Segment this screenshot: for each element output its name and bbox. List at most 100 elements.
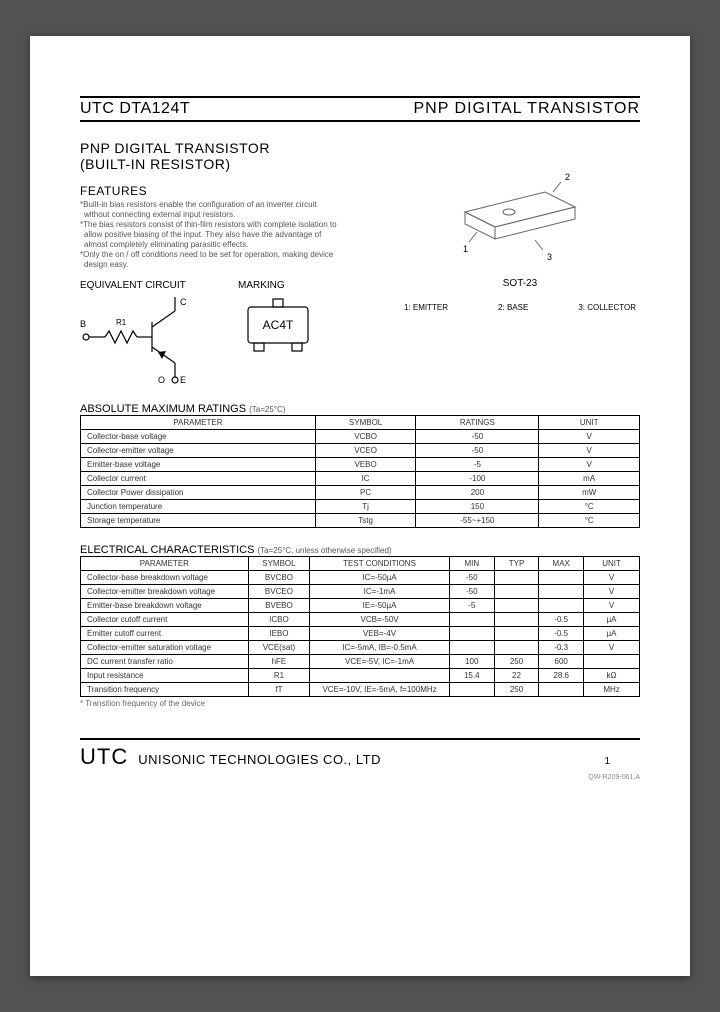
amr-cell: VCBO	[315, 430, 416, 444]
amr-cell: mW	[539, 486, 640, 500]
elec-header-cell: MAX	[539, 557, 584, 571]
table-row: Emitter-base voltageVEBO-5V	[81, 458, 640, 472]
device-type: PNP DIGITAL TRANSISTOR	[414, 100, 641, 118]
elec-cell: R1	[248, 669, 309, 683]
elec-cell	[539, 571, 584, 585]
amr-cell: Collector Power dissipation	[81, 486, 316, 500]
elec-heading: ELECTRICAL CHARACTERISTICS	[80, 544, 254, 556]
amr-cell: mA	[539, 472, 640, 486]
elec-cell: VCE(sat)	[248, 641, 309, 655]
elec-cell: Collector-emitter saturation voltage	[81, 641, 249, 655]
elec-cell: -0.5	[539, 627, 584, 641]
amr-cell: -50	[416, 444, 539, 458]
elec-cell	[539, 599, 584, 613]
table-row: Collector-base breakdown voltageBVCBOIC=…	[81, 571, 640, 585]
amr-cell: -55~+150	[416, 514, 539, 528]
amr-cell: °C	[539, 514, 640, 528]
elec-cell	[494, 599, 539, 613]
amr-cell: 200	[416, 486, 539, 500]
equivalent-circuit-block: EQUIVALENT CIRCUIT	[80, 280, 210, 387]
elec-cell	[449, 683, 494, 697]
elec-cell: Collector cutoff current	[81, 613, 249, 627]
elec-cell: -0.3	[539, 641, 584, 655]
elec-cell: Collector-emitter breakdown voltage	[81, 585, 249, 599]
elec-cell: 600	[539, 655, 584, 669]
circuit-row: EQUIVALENT CIRCUIT	[80, 280, 400, 387]
amr-cell: V	[539, 444, 640, 458]
elec-cell: 22	[494, 669, 539, 683]
table-row: Collector cutoff currentICBOVCB=-50V-0.5…	[81, 613, 640, 627]
elec-cell: IC=-5mA, IB=-0.5mA	[310, 641, 450, 655]
pin3-label: 3: COLLECTOR	[578, 303, 636, 312]
marking-code: AC4T	[263, 318, 294, 332]
main-title-2: (BUILT-IN RESISTOR)	[80, 156, 400, 172]
elec-cell	[310, 669, 450, 683]
elec-cell: 100	[449, 655, 494, 669]
equivalent-circuit-title: EQUIVALENT CIRCUIT	[80, 280, 210, 291]
amr-header-cell: RATINGS	[416, 416, 539, 430]
amr-cell: Emitter-base voltage	[81, 458, 316, 472]
elec-header-cell: PARAMETER	[81, 557, 249, 571]
top-area: PNP DIGITAL TRANSISTOR (BUILT-IN RESISTO…	[80, 122, 640, 387]
elec-cell	[584, 655, 640, 669]
table-row: Collector currentIC-100mA	[81, 472, 640, 486]
elec-cell: ICBO	[248, 613, 309, 627]
amr-cell: -100	[416, 472, 539, 486]
pin1-label: 1: EMITTER	[404, 303, 448, 312]
table-row: Storage temperatureTstg-55~+150°C	[81, 514, 640, 528]
amr-cell: PC	[315, 486, 416, 500]
amr-title: ABSOLUTE MAXIMUM RATINGS (Ta=25°C)	[80, 403, 640, 415]
elec-cell	[494, 571, 539, 585]
elec-header-cell: MIN	[449, 557, 494, 571]
elec-cell: IEBO	[248, 627, 309, 641]
footer-doc-code: QW-R209-061,A	[80, 774, 640, 781]
elec-title: ELECTRICAL CHARACTERISTICS (Ta=25°C, unl…	[80, 544, 640, 556]
table-row: DC current transfer ratiohFEVCE=-5V, IC=…	[81, 655, 640, 669]
elec-cell	[449, 641, 494, 655]
features-list: *Built-in bias resistors enable the conf…	[80, 200, 340, 270]
amr-table: PARAMETERSYMBOLRATINGSUNIT Collector-bas…	[80, 415, 640, 528]
marking-block: MARKING AC4T	[238, 280, 318, 387]
label-R1: R1	[116, 318, 127, 327]
marking-title: MARKING	[238, 280, 318, 291]
elec-cell: VCB=-50V	[310, 613, 450, 627]
amr-cell: IC	[315, 472, 416, 486]
amr-cell: -50	[416, 430, 539, 444]
elec-cell: IE=-50µA	[310, 599, 450, 613]
amr-header-cell: UNIT	[539, 416, 640, 430]
left-column: PNP DIGITAL TRANSISTOR (BUILT-IN RESISTO…	[80, 122, 400, 387]
amr-cell: Collector-base voltage	[81, 430, 316, 444]
table-row: Collector Power dissipationPC200mW	[81, 486, 640, 500]
elec-cell: IC=-50µA	[310, 571, 450, 585]
elec-cell: 250	[494, 683, 539, 697]
elec-cell: BVCEO	[248, 585, 309, 599]
amr-cell: V	[539, 430, 640, 444]
elec-cell	[494, 585, 539, 599]
elec-footnote: * Transition frequency of the device	[80, 699, 640, 708]
elec-cell: MHz	[584, 683, 640, 697]
elec-cell: -50	[449, 571, 494, 585]
marking-diagram: AC4T	[238, 297, 318, 367]
pin1-num: 1	[463, 244, 468, 254]
table-row: Emitter-base breakdown voltageBVEBOIE=-5…	[81, 599, 640, 613]
amr-cell: Storage temperature	[81, 514, 316, 528]
feature-item: *Built-in bias resistors enable the conf…	[80, 200, 340, 220]
elec-cell	[494, 613, 539, 627]
feature-item: *Only the on / off conditions need to be…	[80, 250, 340, 270]
amr-heading: ABSOLUTE MAXIMUM RATINGS	[80, 403, 246, 415]
amr-cell: VCEO	[315, 444, 416, 458]
amr-cell: Collector current	[81, 472, 316, 486]
amr-cell: 150	[416, 500, 539, 514]
elec-table: PARAMETERSYMBOLTEST CONDITIONSMINTYPMAXU…	[80, 556, 640, 697]
part-number: UTC DTA124T	[80, 100, 190, 118]
table-row: Collector-emitter saturation voltageVCE(…	[81, 641, 640, 655]
elec-header-cell: SYMBOL	[248, 557, 309, 571]
table-row: Collector-emitter breakdown voltageBVCEO…	[81, 585, 640, 599]
elec-cell: VCE=-5V, IC=-1mA	[310, 655, 450, 669]
amr-cell: VEBO	[315, 458, 416, 472]
elec-cell: Input resistance	[81, 669, 249, 683]
elec-cell: 250	[494, 655, 539, 669]
label-B: B	[80, 319, 86, 329]
pin3-num: 3	[547, 252, 552, 262]
pin-labels: 1: EMITTER 2: BASE 3: COLLECTOR	[400, 303, 640, 312]
